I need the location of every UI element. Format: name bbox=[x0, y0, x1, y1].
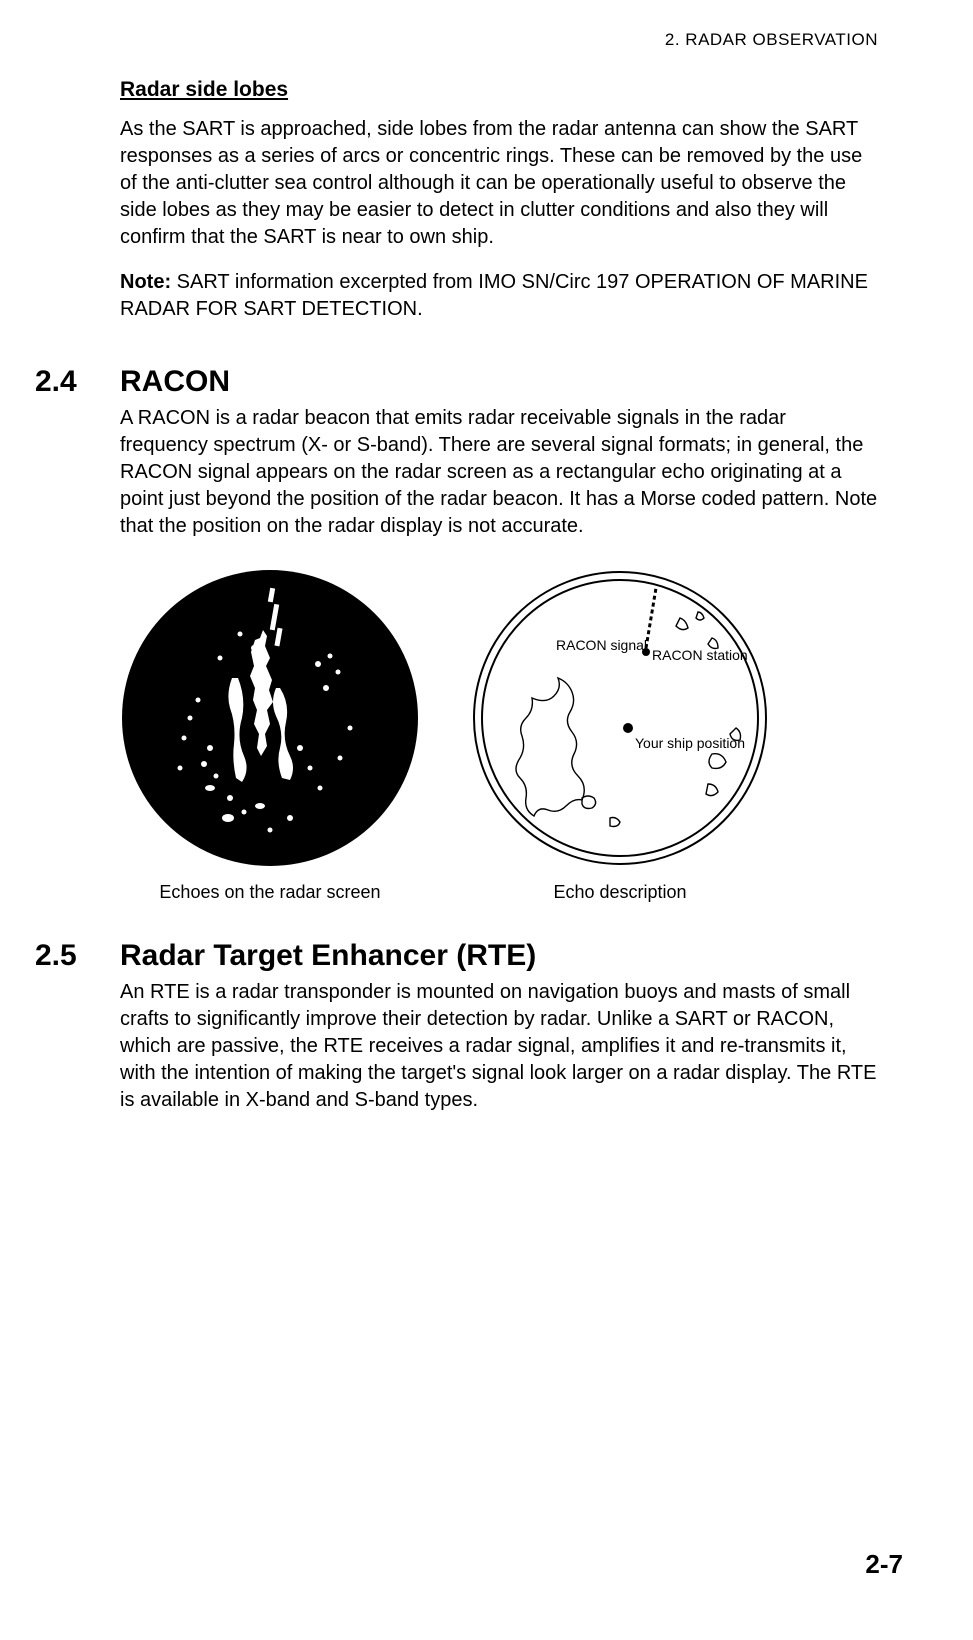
section-racon-header: 2.4 RACON bbox=[35, 365, 878, 399]
running-head: 2. RADAR OBSERVATION bbox=[35, 30, 878, 50]
racon-station-label: RACON station bbox=[652, 647, 748, 663]
rte-para: An RTE is a radar transponder is mounted… bbox=[120, 979, 878, 1114]
figure-left-caption: Echoes on the radar screen bbox=[159, 882, 380, 903]
racon-signal-label: RACON signal bbox=[556, 637, 647, 653]
radar-echo-diagram bbox=[120, 568, 420, 868]
section-racon-body: A RACON is a radar beacon that emits rad… bbox=[120, 405, 878, 903]
section-rte-header: 2.5 Radar Target Enhancer (RTE) bbox=[35, 939, 878, 973]
note-label: Note: bbox=[120, 271, 171, 293]
section-number-rte: 2.5 bbox=[35, 939, 120, 973]
page: 2. RADAR OBSERVATION Radar side lobes As… bbox=[0, 0, 973, 1640]
section-side-lobes: Radar side lobes As the SART is approach… bbox=[120, 78, 878, 323]
side-lobes-para: As the SART is approached, side lobes fr… bbox=[120, 116, 878, 251]
section-rte-body: An RTE is a radar transponder is mounted… bbox=[120, 979, 878, 1114]
note-body: SART information excerpted from IMO SN/C… bbox=[120, 271, 868, 320]
side-lobes-note: Note: SART information excerpted from IM… bbox=[120, 269, 878, 323]
section-title-rte: Radar Target Enhancer (RTE) bbox=[120, 939, 536, 973]
figure-left: Echoes on the radar screen bbox=[120, 568, 420, 903]
ship-position-label: Your ship position bbox=[635, 735, 745, 751]
racon-para: A RACON is a radar beacon that emits rad… bbox=[120, 405, 878, 540]
echo-description-diagram: Your ship position RACON station RACON s… bbox=[460, 568, 780, 868]
figure-right-caption: Echo description bbox=[553, 882, 686, 903]
page-number: 2-7 bbox=[865, 1549, 903, 1580]
figure-row: Echoes on the radar screen bbox=[120, 568, 878, 903]
side-lobes-heading: Radar side lobes bbox=[120, 78, 878, 102]
section-title-racon: RACON bbox=[120, 365, 230, 399]
figure-right: Your ship position RACON station RACON s… bbox=[460, 568, 780, 903]
section-number-racon: 2.4 bbox=[35, 365, 120, 399]
